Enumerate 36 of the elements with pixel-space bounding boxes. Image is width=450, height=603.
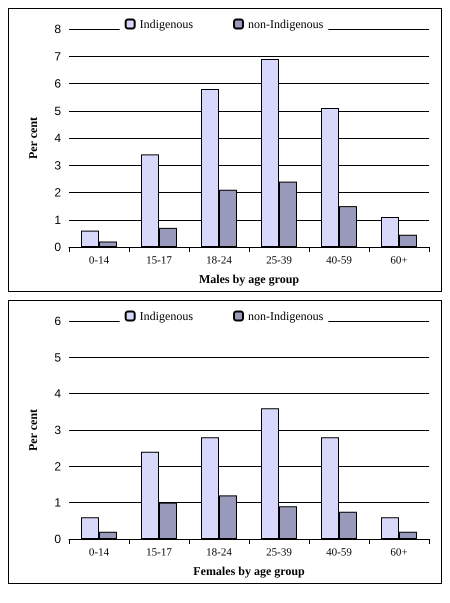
y-tick-label: 5 — [54, 350, 62, 364]
legend-label: Indigenous — [140, 309, 194, 323]
legend-label: Indigenous — [140, 17, 194, 31]
y-tick-label: 0 — [54, 240, 62, 254]
y-tick-label: 6 — [54, 314, 62, 328]
x-tick-label: 18-24 — [206, 254, 232, 266]
y-axis-title: Per cent — [26, 116, 40, 160]
x-tick-label: 60+ — [390, 254, 408, 266]
y-tick-label: 5 — [54, 104, 62, 118]
y-tick-label: 1 — [54, 212, 62, 227]
x-tick-label: 15-17 — [146, 254, 172, 266]
x-tick-label: 0-14 — [88, 254, 110, 266]
x-tick-label: 15-17 — [146, 546, 172, 558]
x-tick-label: 40-59 — [326, 546, 352, 558]
y-tick-label: 2 — [54, 186, 62, 200]
x-tick-label: 40-59 — [326, 254, 352, 266]
y-tick-label: 3 — [54, 158, 62, 172]
x-tick-label: 18-24 — [206, 546, 232, 558]
legend-label: non-Indigenous — [248, 309, 324, 323]
y-tick-label: 0 — [54, 532, 62, 546]
y-axis-title: Per cent — [26, 408, 40, 452]
legend-label: non-Indigenous — [248, 17, 324, 31]
x-tick-label: 25-39 — [266, 254, 292, 266]
y-tick-label: 4 — [54, 386, 62, 401]
y-tick-label: 3 — [54, 423, 62, 437]
y-tick-label: 6 — [54, 76, 62, 90]
y-tick-label: 7 — [54, 49, 62, 64]
x-tick-label: 60+ — [390, 546, 408, 558]
y-tick-label: 2 — [54, 459, 62, 474]
x-tick-label: 25-39 — [266, 546, 292, 558]
y-tick-label: 8 — [54, 22, 62, 36]
x-axis-title: Females by age group — [193, 564, 306, 578]
x-tick-label: 0-14 — [88, 546, 110, 558]
y-tick-label: 4 — [54, 131, 62, 145]
y-tick-label: 1 — [54, 496, 62, 510]
x-axis-title: Males by age group — [198, 272, 300, 286]
